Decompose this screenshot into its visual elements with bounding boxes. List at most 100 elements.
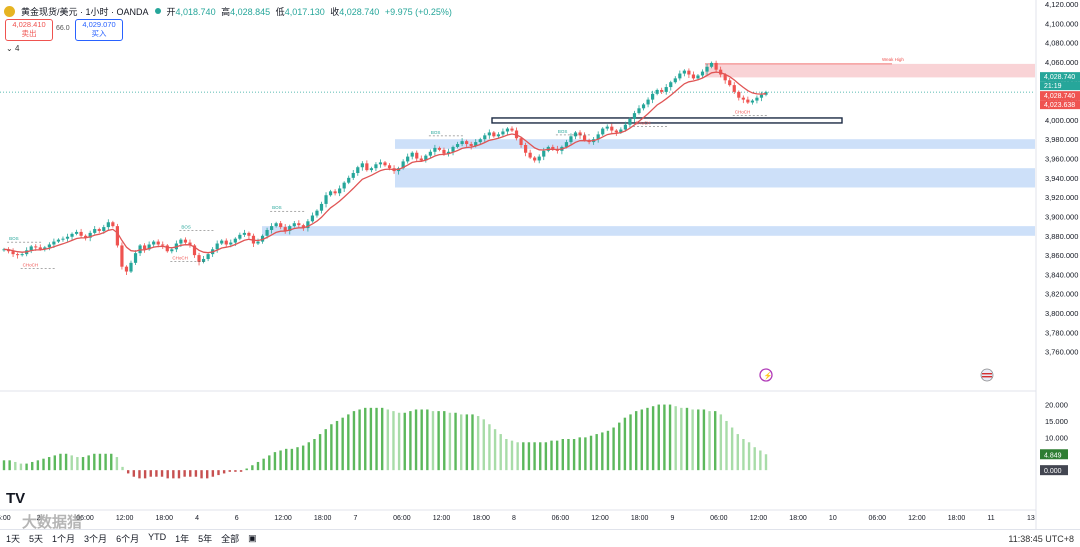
histogram-bar <box>64 453 68 471</box>
candle-body <box>179 239 183 244</box>
time-tick-label: 06:00 <box>393 515 411 522</box>
time-tick-label: 9 <box>670 515 674 522</box>
range-button[interactable]: YTD <box>148 532 167 542</box>
candle-body <box>641 104 646 109</box>
symbol-title[interactable]: 黄金现货/美元 · 1小时 · OANDA <box>21 6 149 17</box>
candle-body <box>20 254 24 256</box>
histogram-bar <box>567 439 570 471</box>
histogram-bar <box>471 414 474 471</box>
price-tick-label: 4,080.000 <box>1045 39 1078 48</box>
candle-body <box>469 144 473 146</box>
osc-zero-bg <box>1040 465 1068 476</box>
flash-icon[interactable] <box>759 368 773 382</box>
histogram-bar <box>499 434 502 471</box>
candle-body <box>283 227 287 231</box>
histogram-bar <box>454 412 457 471</box>
candle-body <box>519 138 523 146</box>
price-tag-bg <box>1040 72 1080 82</box>
histogram-bar <box>753 447 756 471</box>
candle-body <box>492 132 496 137</box>
range-button[interactable]: 1天 <box>6 534 21 544</box>
candle-body <box>143 245 147 250</box>
histogram-bar <box>31 461 34 471</box>
time-tick-label: 12:00 <box>116 515 134 522</box>
range-button[interactable]: 6个月 <box>116 534 140 544</box>
candle-body <box>338 188 342 194</box>
candle-body <box>637 108 641 114</box>
histogram-bar <box>160 470 164 477</box>
candle-body <box>750 100 754 103</box>
candle-body <box>360 163 364 168</box>
range-button[interactable]: 1个月 <box>52 534 76 544</box>
price-tick-label: 3,960.000 <box>1045 155 1078 164</box>
time-tick-label: 18:00 <box>789 515 807 522</box>
annotations: BOS BOS BOS BOS BOS CHoCH CHoCH CHoCH CHoCH Weak … <box>7 57 904 269</box>
structure-label: CHoCH <box>735 110 751 115</box>
candle-body <box>256 241 260 244</box>
histogram-bar <box>708 411 711 471</box>
price-tick-label: 3,940.000 <box>1045 174 1078 183</box>
histogram-bar <box>126 470 130 474</box>
candle-body <box>759 94 764 98</box>
time-axis[interactable]: 6:00 2 06:00 12:00 18:00 4 6 12:00 18:00 7 06:00 12… <box>0 509 1036 522</box>
sell-button[interactable]: 4,028.410 卖出 <box>5 19 53 41</box>
range-button[interactable]: 5天 <box>29 534 44 544</box>
candle-body <box>192 245 197 256</box>
time-tick-label: 6 <box>235 515 239 522</box>
spread-value: 66.0 <box>56 25 70 32</box>
candle-body <box>510 128 514 131</box>
chart-canvas[interactable]: 4,120.0004,100.0004,080.0004,060.0004,04… <box>0 0 1080 529</box>
histogram-bar <box>143 470 147 479</box>
candle-body <box>43 247 47 250</box>
buy-button[interactable]: 4,029.070 买入 <box>75 19 123 41</box>
candle-body <box>455 144 460 147</box>
price-axis[interactable]: 4,120.0004,100.0004,080.0004,060.0004,04… <box>1035 0 1080 529</box>
candle-body <box>442 149 446 154</box>
histogram-bar <box>375 407 378 471</box>
histogram-bar <box>460 414 463 471</box>
tradingview-logo[interactable]: TV <box>6 490 26 507</box>
candle-body <box>433 147 437 152</box>
histogram-bar <box>211 470 215 477</box>
histogram-bar <box>93 453 96 471</box>
candle-body <box>669 82 673 88</box>
range-button[interactable]: 3个月 <box>84 534 108 544</box>
candle-body <box>483 135 487 140</box>
histogram-bar <box>595 434 598 471</box>
range-button[interactable]: 全部 <box>221 534 240 544</box>
histogram-bar <box>358 409 361 471</box>
candle-body <box>374 164 378 169</box>
histogram-bar <box>268 455 271 471</box>
candle-body <box>328 191 333 196</box>
candle-body <box>93 229 97 233</box>
histogram-bar <box>420 409 423 471</box>
range-button[interactable]: 5年 <box>198 534 213 544</box>
range-button[interactable]: 1年 <box>175 534 190 544</box>
time-tick-label: 12:00 <box>274 515 292 522</box>
histogram-bar <box>555 440 559 471</box>
time-tick-label: 06:00 <box>76 515 94 522</box>
time-tick-label: 18:00 <box>472 515 490 522</box>
time-tick-label: 11 <box>987 515 994 522</box>
time-tick-label: 06:00 <box>552 515 570 522</box>
histogram-bar <box>59 453 62 471</box>
buy-price: 4,029.070 <box>82 20 116 29</box>
candle-body <box>410 152 414 157</box>
histogram-bar <box>155 470 158 477</box>
candle-body <box>728 80 732 86</box>
us-flag-icon[interactable] <box>980 368 994 382</box>
candle-body <box>79 231 83 236</box>
histogram-bar <box>149 470 152 477</box>
histogram-bar <box>239 470 243 472</box>
histogram-bar <box>392 411 395 471</box>
calendar-icon[interactable]: ▣ <box>248 533 257 543</box>
candle-body <box>646 99 650 105</box>
candle-body <box>233 238 237 243</box>
clock[interactable]: 11:38:45 UTC+8 <box>1008 533 1074 544</box>
candle-body <box>247 232 251 236</box>
candle-body <box>542 150 546 157</box>
indicator-toggle[interactable]: ⌄ 4 <box>6 44 19 53</box>
weak-high-label: Weak High <box>882 57 904 62</box>
price-tag-label: 21:19 <box>1044 83 1062 90</box>
candle-body <box>351 173 355 178</box>
